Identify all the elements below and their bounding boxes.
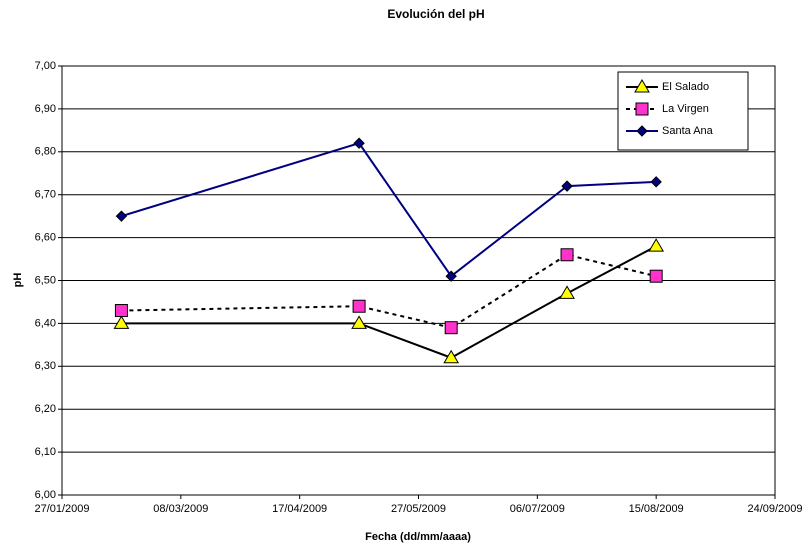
y-tick-label: 6,70 xyxy=(35,189,56,201)
legend-marker xyxy=(635,102,649,116)
x-tick-label: 27/05/2009 xyxy=(391,503,446,515)
y-tick-label: 6,80 xyxy=(35,146,56,158)
series-line xyxy=(121,245,657,359)
marker xyxy=(113,315,130,329)
legend-label: La Virgen xyxy=(662,103,709,115)
marker xyxy=(351,315,367,329)
y-tick-label: 6,60 xyxy=(35,232,56,244)
x-tick-label: 15/08/2009 xyxy=(629,503,684,515)
marker xyxy=(560,248,574,262)
y-tick-label: 6,50 xyxy=(35,274,56,286)
legend-marker xyxy=(636,125,648,137)
x-tick-label: 27/01/2009 xyxy=(34,503,89,515)
x-tick-label: 06/07/2009 xyxy=(510,503,565,515)
legend-label: El Salado xyxy=(662,81,709,93)
marker xyxy=(559,285,575,299)
marker xyxy=(648,238,665,252)
marker xyxy=(353,137,365,149)
marker xyxy=(115,210,128,222)
y-tick-label: 6,10 xyxy=(35,446,56,458)
plot-frame xyxy=(61,65,776,496)
marker xyxy=(649,269,663,283)
x-axis-label: Fecha (dd/mm/aaaa) xyxy=(365,531,471,543)
marker xyxy=(443,349,460,364)
y-tick-label: 6,30 xyxy=(35,360,56,372)
x-tick-label: 08/03/2009 xyxy=(153,503,208,515)
y-tick-label: 6,00 xyxy=(35,489,56,501)
y-axis-label: pH xyxy=(12,273,24,288)
chart-title: Evolución del pH xyxy=(387,7,484,21)
marker xyxy=(352,299,366,313)
marker xyxy=(650,176,662,188)
marker xyxy=(561,180,573,192)
series-line xyxy=(121,142,657,278)
series-line xyxy=(121,253,657,329)
y-tick-label: 6,40 xyxy=(35,317,56,329)
marker xyxy=(444,321,458,335)
y-tick-label: 6,20 xyxy=(35,403,56,415)
legend-label: Santa Ana xyxy=(662,125,714,137)
x-tick-label: 24/09/2009 xyxy=(747,503,802,515)
legend-marker xyxy=(634,79,650,93)
x-tick-label: 17/04/2009 xyxy=(272,503,327,515)
y-tick-label: 7,00 xyxy=(35,60,56,72)
marker xyxy=(114,304,128,318)
y-tick-label: 6,90 xyxy=(35,103,56,115)
marker xyxy=(445,270,457,282)
